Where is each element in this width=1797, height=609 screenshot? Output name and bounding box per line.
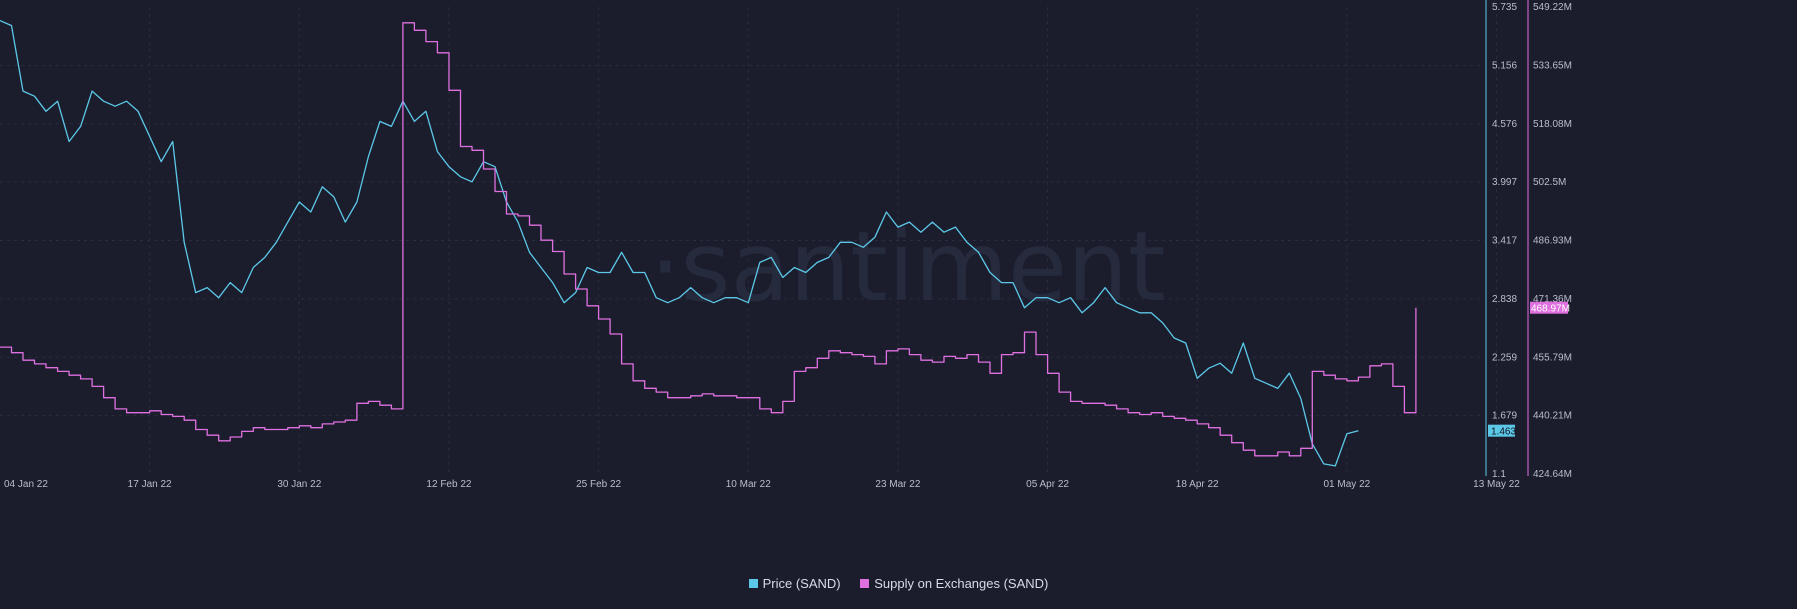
supply-current-label: 468.97M <box>1531 304 1570 315</box>
y-left-tick-label: 4.576 <box>1492 119 1517 130</box>
y-right-tick-label: 533.65M <box>1533 60 1572 71</box>
price-current-label: 1.463 <box>1491 427 1516 438</box>
legend-item-price[interactable]: Price (SAND) <box>748 576 841 591</box>
price-series-line <box>0 20 1359 467</box>
x-tick-label: 23 Mar 22 <box>875 479 920 490</box>
supply-series-line <box>0 22 1417 457</box>
x-tick-label: 04 Jan 22 <box>4 479 48 490</box>
legend-supply-label: Supply on Exchanges (SAND) <box>874 576 1049 591</box>
x-tick-label: 25 Feb 22 <box>576 479 621 490</box>
price-current-badge <box>1488 424 1515 437</box>
y-right-tick-label: 486.93M <box>1533 236 1572 247</box>
y-left-tick-label: 2.838 <box>1492 294 1517 305</box>
chart-legend: Price (SAND) Supply on Exchanges (SAND) <box>0 576 1797 591</box>
supply-current-badge <box>1530 301 1568 314</box>
y-right-tick-label: 455.79M <box>1533 352 1572 363</box>
x-tick-label: 30 Jan 22 <box>277 479 321 490</box>
y-left-tick-label: 5.156 <box>1492 60 1517 71</box>
y-left-tick-label: 3.997 <box>1492 177 1517 188</box>
price-swatch-icon <box>748 579 758 588</box>
x-tick-label: 13 May 22 <box>1473 479 1520 490</box>
legend-price-label: Price (SAND) <box>762 576 841 591</box>
x-tick-label: 01 May 22 <box>1324 479 1371 490</box>
x-tick-label: 05 Apr 22 <box>1026 479 1069 490</box>
x-tick-label: 17 Jan 22 <box>128 479 172 490</box>
santiment-watermark: ·santiment <box>650 211 1166 323</box>
y-left-tick-label: 1.1 <box>1492 469 1506 480</box>
y-right-tick-label: 518.08M <box>1533 119 1572 130</box>
y-right-tick-label: 471.36M <box>1533 294 1572 305</box>
y-left-tick-label: 3.417 <box>1492 236 1517 247</box>
legend-item-supply[interactable]: Supply on Exchanges (SAND) <box>860 576 1048 591</box>
y-right-tick-label: 424.64M <box>1533 469 1572 480</box>
x-tick-label: 10 Mar 22 <box>726 479 771 490</box>
y-right-tick-label: 502.5M <box>1533 177 1566 188</box>
x-tick-label: 12 Feb 22 <box>426 479 471 490</box>
y-left-tick-label: 1.679 <box>1492 411 1517 422</box>
y-left-tick-label: 5.735 <box>1492 2 1517 13</box>
x-tick-label: 18 Apr 22 <box>1176 479 1219 490</box>
supply-swatch-icon <box>860 579 870 588</box>
price-supply-chart: ·santiment 5.735 5.156 4.576 3.997 3.417 2.83… <box>0 0 1572 490</box>
y-left-tick-label: 2.259 <box>1492 352 1517 363</box>
y-right-tick-label: 549.22M <box>1533 2 1572 13</box>
y-right-tick-label: 440.21M <box>1533 411 1572 422</box>
